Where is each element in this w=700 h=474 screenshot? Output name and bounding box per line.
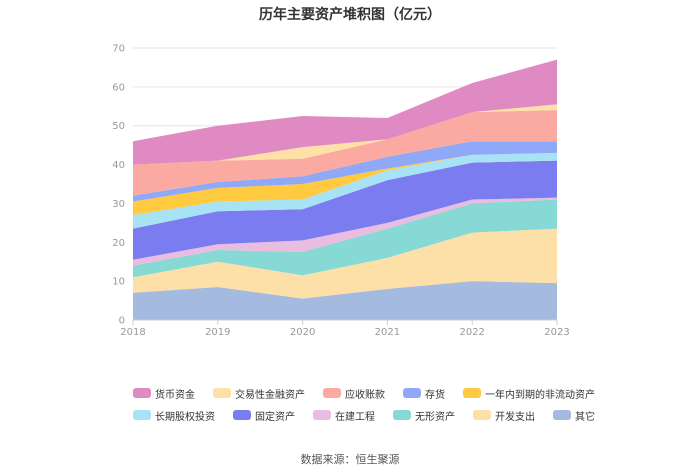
y-tick-label: 10 [112, 277, 125, 288]
legend-swatch [473, 410, 491, 420]
legend-item[interactable]: 无形资产 [393, 409, 455, 423]
legend-item[interactable]: 应收账款 [323, 387, 385, 401]
legend-swatch [233, 410, 251, 420]
legend-label: 一年内到期的非流动资产 [485, 389, 595, 401]
area-其它 [133, 281, 557, 320]
legend-swatch [313, 410, 331, 420]
legend-swatch [133, 388, 151, 398]
legend-item[interactable]: 在建工程 [313, 409, 375, 423]
legend-label: 在建工程 [335, 411, 375, 423]
legend-item[interactable]: 固定资产 [233, 409, 295, 423]
area-series [133, 59, 557, 320]
legend-label: 存货 [425, 389, 445, 401]
axes: 2018 2019 2020 2021 2022 2023 [120, 319, 570, 338]
area-货币资金 [133, 59, 557, 165]
area-在建工程 [133, 197, 557, 266]
legend-label: 货币资金 [155, 389, 195, 401]
y-tick-label: 20 [112, 238, 125, 249]
legend-item[interactable]: 存货 [403, 387, 445, 401]
legend: 货币资金 交易性金融资产 应收账款 存货 一年内到期的非流动资产长期股权投资 固定资产 在建… [133, 387, 603, 423]
area-存货 [133, 141, 557, 202]
legend-label: 应收账款 [345, 389, 385, 401]
legend-swatch [553, 410, 571, 420]
y-tick-label: 30 [112, 199, 125, 210]
legend-label: 长期股权投资 [155, 411, 215, 423]
legend-swatch [393, 410, 411, 420]
y-tick-label: 50 [112, 121, 125, 132]
area-一年内到期的非流动资产 [133, 152, 557, 216]
legend-label: 无形资产 [415, 411, 455, 423]
data-source: 数据来源：恒生聚源 [300, 453, 400, 466]
legend-swatch [403, 388, 421, 398]
area-交易性金融资产 [133, 104, 557, 165]
legend-swatch [323, 388, 341, 398]
y-tick-label: 70 [112, 44, 125, 55]
x-tick-label: 2022 [459, 327, 484, 338]
legend-item[interactable]: 开发支出 [473, 409, 535, 423]
legend-item[interactable]: 其它 [553, 409, 595, 423]
legend-item[interactable]: 货币资金 [133, 387, 195, 401]
area-固定资产 [133, 160, 557, 260]
legend-item[interactable]: 长期股权投资 [133, 409, 215, 423]
area-无形资产 [133, 199, 557, 278]
x-tick-label: 2018 [120, 327, 145, 338]
x-tick-label: 2019 [205, 327, 230, 338]
y-tick-label: 60 [112, 82, 125, 93]
x-tick-label: 2020 [290, 327, 315, 338]
area-开发支出 [133, 228, 557, 299]
legend-swatch [213, 388, 231, 398]
y-tick-label: 40 [112, 160, 125, 171]
legend-label: 开发支出 [495, 411, 535, 423]
legend-item[interactable]: 交易性金融资产 [213, 387, 305, 401]
y-tick-label: 0 [119, 316, 125, 327]
x-tick-label: 2021 [375, 327, 400, 338]
area-应收账款 [133, 110, 557, 196]
legend-label: 固定资产 [255, 411, 295, 423]
x-tick-label: 2023 [544, 327, 569, 338]
legend-item[interactable]: 一年内到期的非流动资产 [463, 387, 595, 401]
legend-label: 其它 [575, 411, 595, 423]
area-长期股权投资 [133, 152, 557, 229]
legend-label: 交易性金融资产 [235, 389, 305, 401]
legend-swatch [133, 410, 151, 420]
legend-swatch [463, 388, 481, 398]
chart-title: 历年主要资产堆积图（亿元） [259, 7, 441, 23]
